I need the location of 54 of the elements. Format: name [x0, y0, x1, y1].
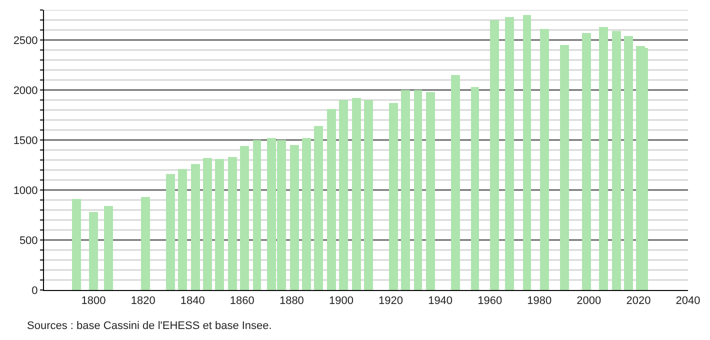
x-tick-label: 1940 — [428, 295, 453, 308]
y-tick-label: 1000 — [13, 184, 38, 197]
bar — [471, 87, 479, 290]
bar — [414, 90, 422, 290]
bar — [523, 15, 531, 290]
bar — [599, 27, 608, 290]
x-tick-label: 1880 — [279, 295, 304, 308]
bar — [228, 157, 237, 290]
bar — [540, 29, 549, 290]
bar — [560, 45, 569, 290]
bar — [314, 126, 323, 290]
bar — [104, 206, 113, 290]
x-tick-label: 1840 — [180, 295, 205, 308]
bar — [191, 164, 200, 290]
bar — [339, 100, 348, 290]
bar — [166, 174, 175, 290]
x-tick-label: 2000 — [576, 295, 602, 308]
x-tick-label: 1920 — [378, 295, 404, 308]
bar — [401, 90, 410, 290]
bar — [364, 100, 373, 290]
x-tick-label: 1800 — [81, 295, 106, 308]
bar — [215, 159, 224, 290]
x-tick-label: 1980 — [527, 295, 552, 308]
x-tick-label: 1900 — [328, 295, 354, 308]
y-tick-label: 2500 — [13, 34, 38, 47]
bar — [240, 146, 249, 290]
bar — [72, 199, 81, 290]
bar — [302, 138, 311, 290]
bar — [352, 98, 361, 290]
bar — [505, 17, 514, 290]
x-tick-label: 1820 — [130, 295, 156, 308]
source-note: Sources : base Cassini de l'EHESS et base Insee. — [27, 320, 272, 332]
x-tick-label: 2020 — [626, 295, 651, 308]
x-tick-label: 1960 — [478, 295, 502, 308]
y-tick-label: 2000 — [13, 84, 38, 97]
bar — [612, 31, 621, 290]
bar — [203, 158, 212, 290]
bar — [490, 20, 499, 290]
bar — [451, 75, 460, 290]
bar — [141, 197, 150, 290]
x-tick-label: 1860 — [230, 295, 254, 308]
bar — [290, 145, 299, 290]
bar — [327, 109, 336, 290]
bar — [178, 169, 187, 290]
bar — [426, 92, 435, 290]
y-tick-label: 500 — [19, 234, 38, 247]
bar — [389, 103, 398, 290]
y-tick-label: 1500 — [13, 134, 38, 147]
bar — [253, 140, 261, 290]
y-tick-label: 0 — [32, 284, 38, 297]
bar — [624, 36, 633, 290]
bar — [582, 33, 591, 290]
x-tick-label: 2040 — [676, 295, 700, 308]
bar — [89, 212, 98, 290]
